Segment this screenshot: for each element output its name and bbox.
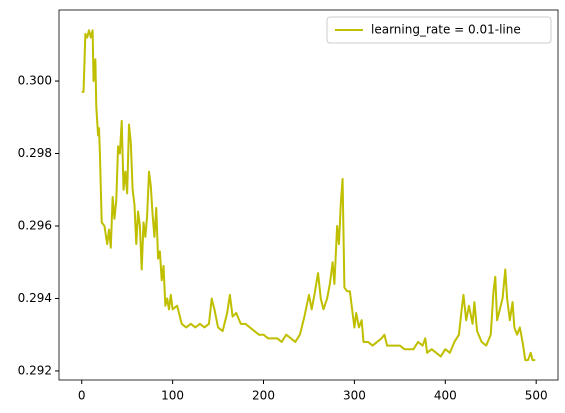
y-tick-label: 0.294 [18,291,52,305]
legend-box [326,16,552,44]
y-tick-label: 0.292 [18,363,52,377]
axes-frame [58,9,559,381]
x-tick-label: 0 [78,389,86,403]
x-tick-label: 400 [434,389,457,403]
x-tick-label: 300 [343,389,366,403]
y-tick-label: 0.298 [18,146,52,160]
y-tick-label: 0.300 [18,74,52,88]
line [81,29,536,362]
x-tick-label: 100 [161,389,184,403]
y-tick-label: 0.296 [18,218,52,232]
x-tick-label: 500 [525,389,548,403]
legend-label: learning_rate = 0.01-line [371,23,521,37]
x-tick-label: 200 [252,389,275,403]
